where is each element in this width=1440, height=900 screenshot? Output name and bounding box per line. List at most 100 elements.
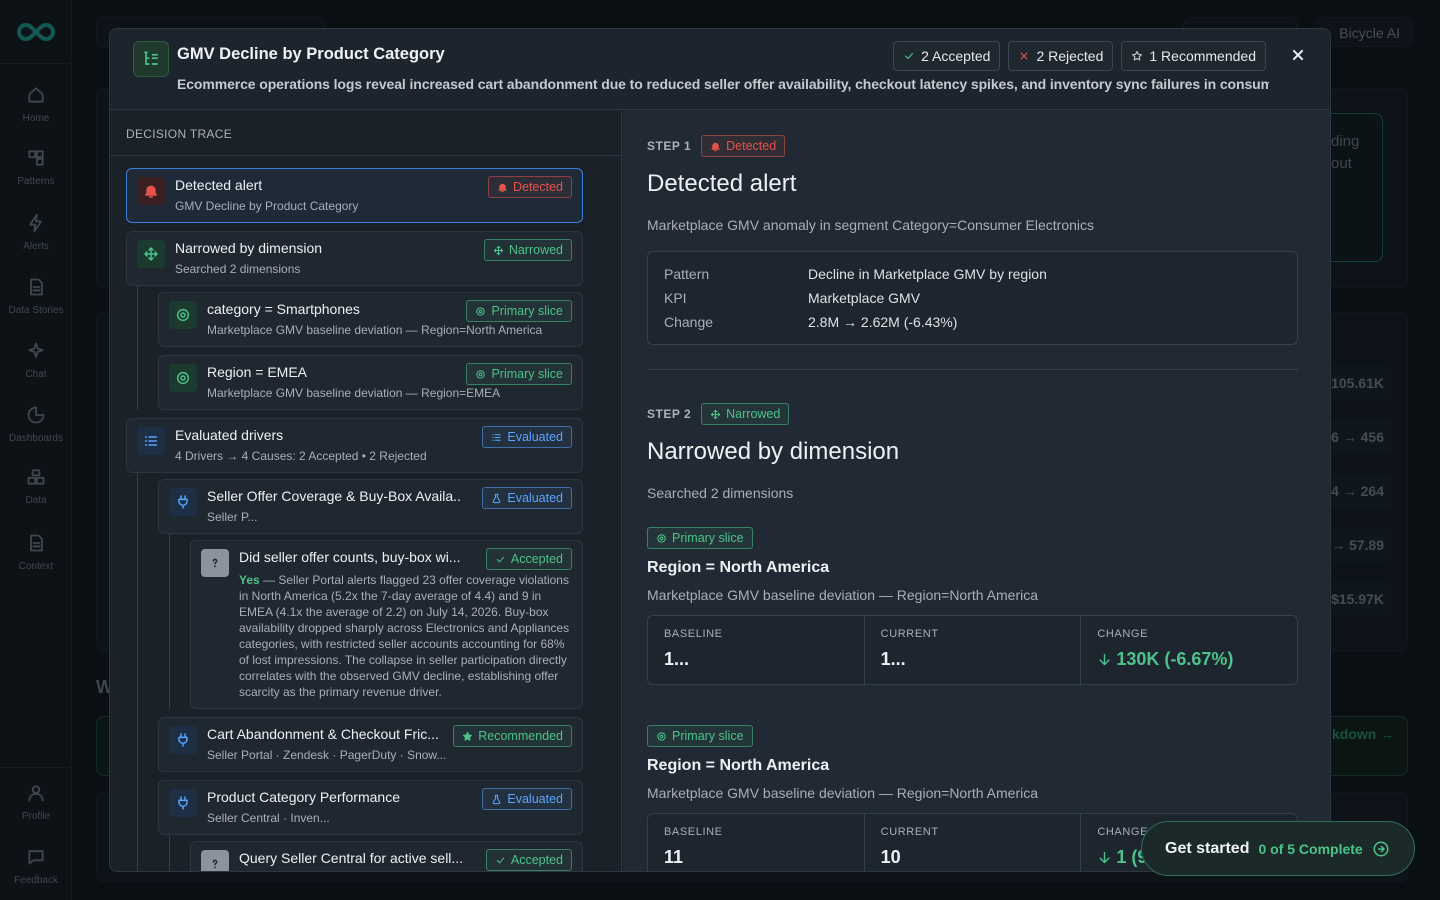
trace-item[interactable]: Did seller offer counts, buy-box wi... Ye…	[190, 540, 583, 709]
badge-label: Accepted	[510, 552, 563, 566]
metric: CURRENT 10	[863, 814, 1081, 871]
icon	[144, 436, 158, 446]
nav-label: Data Stories	[8, 305, 64, 316]
close-button[interactable]	[1290, 47, 1306, 63]
icon	[212, 558, 218, 568]
item-icon	[137, 177, 165, 205]
step-label: STEP 2	[647, 407, 692, 421]
nav-item[interactable]: Chat	[0, 341, 72, 380]
trace-item[interactable]: Evaluated drivers 4 Drivers → 4 Causes: 2…	[126, 418, 583, 473]
icon	[28, 785, 44, 802]
icon	[496, 556, 505, 562]
card-text: ding	[1331, 133, 1360, 150]
nav-label: Chat	[25, 369, 47, 380]
metric-label: CHANGE	[1097, 826, 1149, 838]
nav-item[interactable]: Dashboards	[0, 405, 72, 444]
badge: Primary slice	[466, 363, 572, 385]
count-badge[interactable]: 2 Rejected	[1008, 41, 1114, 71]
trace-node: Region = EMEA Marketplace GMV baseline de…	[158, 355, 583, 410]
trace-item[interactable]: Detected alert GMV Decline by Product Cat…	[126, 168, 583, 223]
badge: Primary slice	[647, 527, 753, 549]
metrics: BASELINE 1... CURRENT 1... CHANGE 130K (-6.67…	[647, 615, 1298, 685]
nav-item[interactable]: Data	[0, 467, 72, 506]
badge: Primary slice	[647, 725, 753, 747]
badge: Narrowed	[483, 239, 572, 261]
trace-node: Product Category Performance Seller Centr…	[158, 780, 583, 871]
nav-item[interactable]: Home	[0, 85, 72, 124]
icon	[28, 850, 44, 865]
badge: Detected	[487, 176, 572, 198]
step-description: Searched 2 dimensions	[647, 485, 794, 501]
logo[interactable]	[16, 20, 56, 44]
item-subtitle: Seller P...	[207, 510, 258, 524]
icon	[178, 796, 188, 810]
count-badge[interactable]: 1 Recommended	[1121, 41, 1266, 71]
badge-label: Evaluated	[507, 792, 563, 806]
item-icon	[201, 549, 229, 577]
badge-label: Detected	[512, 180, 563, 194]
trace-item[interactable]: Region = EMEA Marketplace GMV baseline de…	[158, 355, 583, 410]
trace-list: Detected alert GMV Decline by Product Cat…	[110, 156, 621, 871]
trace-item[interactable]: Narrowed by dimension Searched 2 dimensio…	[126, 231, 583, 286]
metric-value: 1...	[881, 649, 1065, 670]
divider	[0, 767, 72, 768]
counts: 2 Accepted 2 Rejected 1 Recommended	[893, 41, 1266, 71]
metric-value: 1...	[664, 649, 848, 670]
nav-item[interactable]: Data Stories	[0, 277, 72, 316]
badge-label: Primary slice	[672, 729, 744, 743]
item-icon	[169, 789, 197, 817]
trace-item[interactable]: Product Category Performance Seller Centr…	[158, 780, 583, 835]
icon	[492, 433, 502, 441]
metric-pill: 4 → 264	[1322, 474, 1392, 508]
trace-item[interactable]: Seller Offer Coverage & Buy-Box Availa..…	[158, 479, 583, 534]
icon	[178, 733, 188, 747]
trace-node: Detected alert GMV Decline by Product Cat…	[126, 168, 583, 223]
icon	[493, 245, 503, 255]
item-icon	[137, 240, 165, 268]
icon	[144, 185, 158, 198]
badge: Accepted	[485, 548, 572, 570]
trace-item[interactable]: category = Smartphones Marketplace GMV ba…	[158, 292, 583, 347]
item-title: category = Smartphones	[207, 301, 360, 317]
item-title: Narrowed by dimension	[175, 240, 323, 256]
slice-description: Marketplace GMV baseline deviation — Reg…	[647, 587, 1039, 603]
item-title: Cart Abandonment & Checkout Fric...	[207, 726, 439, 742]
sidebar: Home Patterns Alerts Data Stories Chat Dashbo…	[0, 0, 72, 900]
icon	[178, 495, 188, 509]
trace-item[interactable]: Query Seller Central for active sell... A…	[190, 841, 583, 871]
modal-title: GMV Decline by Product Category	[177, 45, 445, 63]
step-description: Marketplace GMV anomaly in segment Categ…	[647, 217, 1095, 233]
trace-node: Evaluated drivers 4 Drivers → 4 Causes: 2…	[126, 418, 583, 871]
item-title: Did seller offer counts, buy-box wi...	[239, 549, 461, 565]
badge-label: Primary slice	[491, 367, 563, 381]
trace-node: Cart Abandonment & Checkout Fric... Selle…	[158, 717, 583, 772]
item-icon	[169, 301, 197, 329]
item-title: Detected alert	[175, 177, 263, 193]
count-badge[interactable]: 2 Accepted	[893, 41, 1001, 71]
nav-item[interactable]: Alerts	[0, 213, 72, 252]
fact-label: Pattern	[664, 266, 710, 282]
step: STEP 2 Narrowed Narrowed by dimension Searc…	[647, 403, 1298, 871]
metric-pill: $15.97K	[1322, 582, 1392, 616]
get-started[interactable]: Get started 0 of 5 Complete	[1141, 821, 1415, 876]
nav-item[interactable]: Feedback	[0, 847, 72, 886]
icon	[476, 369, 486, 379]
badge: Primary slice	[466, 300, 572, 322]
answer-text: — Seller Portal alerts flagged 23 offer …	[239, 573, 570, 699]
badge-label: Narrowed	[726, 407, 781, 421]
badge: Evaluated	[482, 788, 572, 810]
icon	[1099, 653, 1110, 666]
step-header: STEP 2 Narrowed	[647, 403, 1298, 425]
nav-item[interactable]: Patterns	[0, 148, 72, 187]
metric-label: BASELINE	[664, 826, 723, 838]
nav-item[interactable]: Profile	[0, 783, 72, 822]
icon	[1132, 50, 1143, 61]
slice-description: Marketplace GMV baseline deviation — Reg…	[647, 785, 1039, 801]
fact-label: KPI	[664, 290, 687, 306]
trace-node: Narrowed by dimension Searched 2 dimensio…	[126, 231, 583, 410]
metric-pill: → 57.89	[1322, 528, 1392, 562]
modal-header: GMV Decline by Product Category 2 Accept…	[110, 29, 1330, 110]
trace-item[interactable]: Cart Abandonment & Checkout Fric... Selle…	[158, 717, 583, 772]
nav-item[interactable]: Context	[0, 533, 72, 572]
nav-label: Context	[18, 561, 54, 572]
